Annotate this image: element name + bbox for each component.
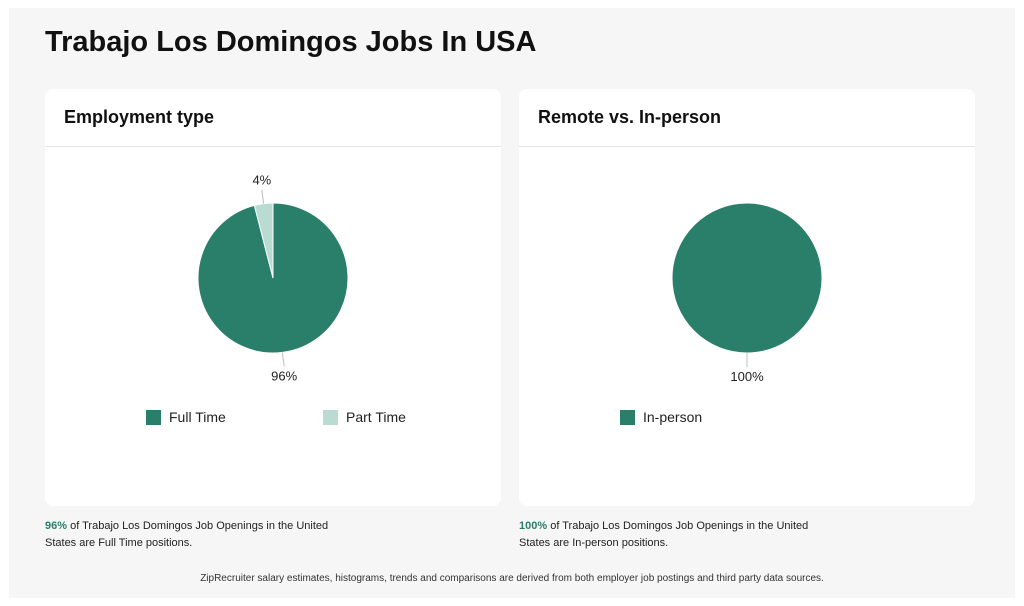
employment-caption-percent: 96% [45,520,68,532]
remote-pie-chart: 100% [671,202,823,384]
data-label-full-time: 96% [271,368,297,383]
legend-swatch-in-person [620,409,635,425]
legend-item-in-person: In-person [620,409,702,425]
data-source-footnote: ZipRecruiter salary estimates, histogram… [200,573,824,584]
legend-swatch-full-time [146,409,161,425]
employment-pie-chart: 96% 4% [197,173,349,383]
employment-type-title: Employment type [64,107,215,127]
remote-vs-in-person-title: Remote vs. In-person [538,107,722,127]
card-header: Employment type [45,89,501,147]
legend-label-in-person: In-person [643,409,703,425]
pie-slice-in-person [671,202,823,354]
remote-caption-text: of Trabajo Los Domingos Job Openings in … [519,520,809,549]
employment-caption-text: of Trabajo Los Domingos Job Openings in … [45,520,329,549]
data-label-part-time: 4% [252,173,271,188]
data-label-in-person: 100% [730,369,764,384]
card-header: Remote vs. In-person [519,89,975,147]
employment-caption: 96% of Trabajo Los Domingos Job Openings… [45,518,355,552]
page-title: Trabajo Los Domingos Jobs In USA [45,26,537,58]
employment-type-card: Employment type 96% 4% Full Time Part Tim… [45,89,501,506]
remote-legend: In-person [519,409,975,431]
leader-line-part-time [261,189,265,204]
legend-label-part-time: Part Time [346,409,406,425]
remote-vs-in-person-card: Remote vs. In-person 100% In-person [519,89,975,506]
remote-caption-percent: 100% [519,520,548,532]
leader-line-full-time [281,352,285,367]
legend-swatch-part-time [323,409,338,425]
legend-item-full-time: Full Time [146,409,226,425]
employment-legend: Full Time Part Time [45,409,501,431]
remote-caption: 100% of Trabajo Los Domingos Job Opening… [519,518,829,552]
legend-label-full-time: Full Time [169,409,226,425]
legend-item-part-time: Part Time [323,409,406,425]
